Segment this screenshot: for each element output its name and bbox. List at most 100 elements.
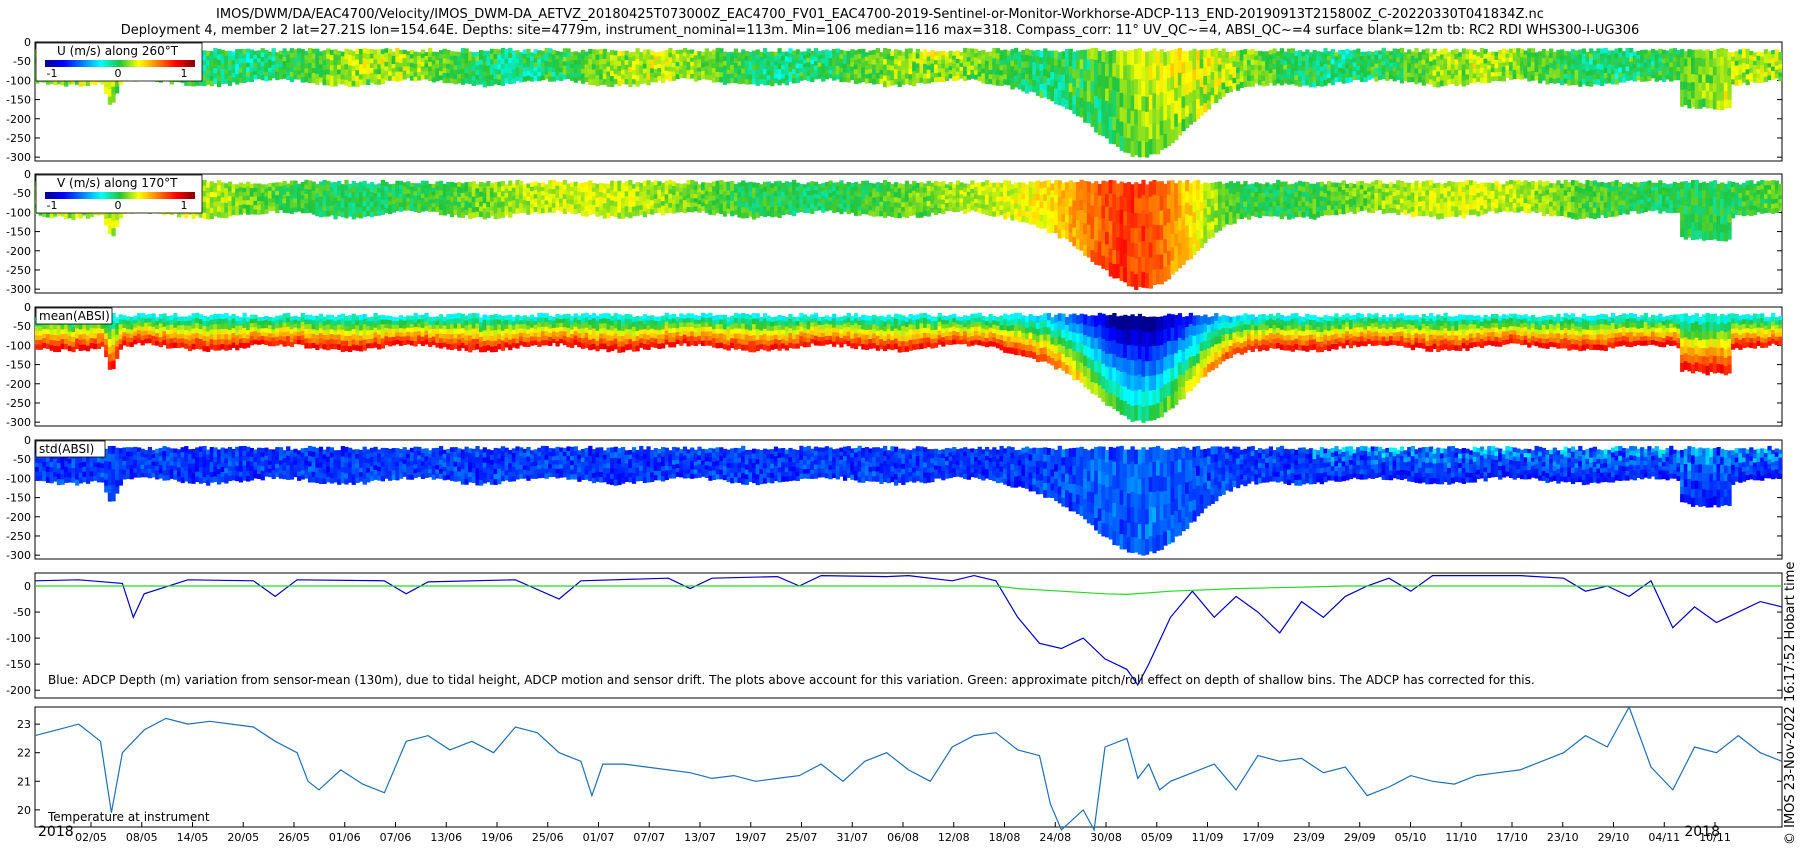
heatmap-cell [624, 211, 629, 217]
heatmap-cell [1265, 56, 1270, 62]
heatmap-cell [238, 191, 244, 197]
heatmap-cell [1356, 48, 1361, 54]
heatmap-cell [1327, 73, 1332, 79]
heatmap-cell [570, 55, 575, 61]
heatmap-cell [1738, 74, 1743, 81]
heatmap-cell [497, 74, 502, 81]
heatmap-cell [573, 60, 578, 66]
heatmap-cell [1596, 58, 1601, 65]
heatmap-cell [1454, 48, 1459, 55]
heatmap-cell [1108, 130, 1113, 144]
heatmap-cell [661, 78, 666, 84]
heatmap-cell [1760, 77, 1765, 83]
heatmap-cell [1687, 82, 1692, 92]
heatmap-cell [515, 58, 520, 64]
heatmap-cell [1396, 48, 1401, 54]
heatmap-cell [1490, 59, 1496, 65]
heatmap-cell [555, 185, 560, 191]
heatmap-cell [1083, 111, 1088, 123]
heatmap-cell [435, 55, 440, 61]
heatmap-cell [679, 61, 684, 67]
heatmap-cell [1607, 59, 1612, 65]
heatmap-cell [730, 210, 735, 217]
heatmap-cell [708, 200, 713, 206]
heatmap-cell [897, 55, 902, 62]
heatmap-cell [752, 74, 757, 80]
heatmap-cell [1760, 73, 1765, 79]
heatmap-cell [711, 72, 717, 78]
heatmap-cell [984, 61, 990, 67]
heatmap-cell [777, 186, 782, 192]
y-tick-label: -200 [6, 113, 31, 126]
y-tick-label: -200 [6, 245, 31, 258]
heatmap-cell [1614, 78, 1619, 85]
heatmap-cell [1192, 69, 1197, 81]
heatmap-cell [329, 182, 335, 188]
heatmap-cell [1410, 77, 1415, 83]
heatmap-cell [1072, 78, 1077, 88]
heatmap-cell [511, 183, 517, 189]
heatmap-cell [730, 185, 735, 192]
heatmap-cell [1334, 77, 1339, 83]
heatmap-cell [508, 78, 513, 84]
heatmap-cell [329, 54, 335, 61]
heatmap-cell [773, 78, 779, 84]
heatmap-cell [1607, 68, 1612, 75]
heatmap-cell [1625, 66, 1630, 72]
heatmap-cell [661, 64, 666, 70]
heatmap-cell [424, 55, 429, 61]
heatmap-cell [1727, 52, 1732, 61]
heatmap-cell [1145, 66, 1150, 83]
heatmap-cell [380, 194, 385, 201]
heatmap-cell [1145, 126, 1150, 143]
heatmap-cell [340, 79, 345, 85]
heatmap-cell [770, 207, 775, 213]
heatmap-cell [602, 74, 608, 80]
heatmap-cell [508, 68, 513, 74]
heatmap-cell [792, 78, 797, 84]
heatmap-cell [282, 180, 287, 187]
heatmap-cell [231, 73, 236, 79]
heatmap-cell [533, 62, 538, 68]
heatmap-cell [1512, 48, 1517, 54]
heatmap-cell [358, 69, 364, 76]
heatmap-cell [519, 64, 524, 70]
heatmap-cell [1450, 59, 1456, 65]
heatmap-cell [366, 211, 371, 217]
heatmap-cell [599, 54, 604, 60]
heatmap-cell [206, 65, 211, 71]
heatmap-cell [821, 59, 826, 65]
heatmap-cell [493, 192, 498, 199]
heatmap-cell [1683, 89, 1688, 98]
heatmap-cell [1701, 66, 1707, 76]
heatmap-cell [384, 195, 389, 200]
heatmap-cell [1727, 99, 1732, 109]
heatmap-cell [482, 50, 487, 57]
heatmap-cell [613, 50, 618, 56]
heatmap-cell [540, 199, 546, 205]
heatmap-cell [555, 205, 560, 211]
heatmap-cell [1192, 59, 1197, 71]
heatmap-cell [1010, 83, 1015, 90]
heatmap-cell [1640, 67, 1645, 73]
heatmap-cell [748, 201, 753, 207]
heatmap-cell [522, 63, 527, 69]
heatmap-cell [307, 194, 313, 200]
heatmap-cell [1232, 72, 1237, 79]
heatmap-cell [573, 73, 578, 79]
heatmap-cell [206, 187, 211, 194]
heatmap-cell [1774, 49, 1779, 55]
heatmap-cell [690, 49, 695, 55]
heatmap-cell [682, 195, 688, 201]
heatmap-cell [1105, 88, 1110, 102]
heatmap-cell [580, 49, 586, 56]
heatmap-cell [773, 196, 779, 202]
heatmap-cell [85, 80, 91, 86]
heatmap-cell [1028, 79, 1033, 86]
heatmap-cell [708, 71, 713, 77]
heatmap-cell [864, 61, 870, 67]
heatmap-cell [872, 74, 877, 80]
heatmap-cell [908, 48, 913, 55]
heatmap-cell [610, 200, 615, 206]
heatmap-cell [293, 180, 298, 186]
